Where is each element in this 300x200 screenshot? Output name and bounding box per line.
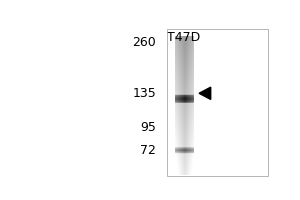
Text: 72: 72 — [140, 144, 156, 157]
Text: T47D: T47D — [167, 31, 201, 44]
Text: 260: 260 — [132, 36, 156, 49]
Text: 135: 135 — [132, 87, 156, 100]
Bar — [167, 29, 268, 176]
Polygon shape — [199, 87, 211, 99]
Text: 95: 95 — [140, 121, 156, 134]
